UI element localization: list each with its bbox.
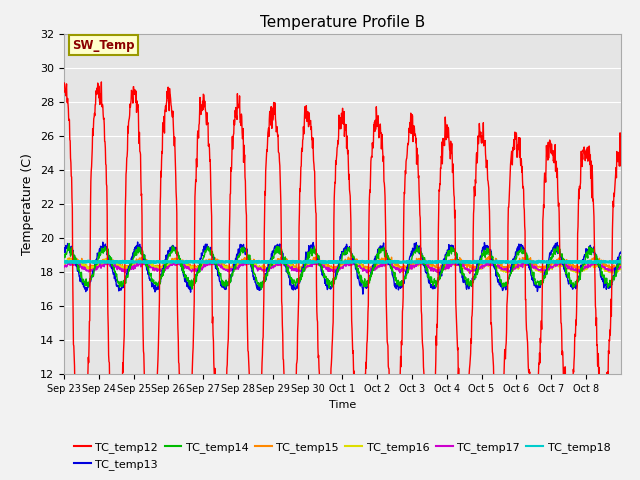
Text: SW_Temp: SW_Temp	[72, 39, 135, 52]
Title: Temperature Profile B: Temperature Profile B	[260, 15, 425, 30]
Legend: TC_temp12, TC_temp13, TC_temp14, TC_temp15, TC_temp16, TC_temp17, TC_temp18: TC_temp12, TC_temp13, TC_temp14, TC_temp…	[70, 438, 614, 474]
Y-axis label: Temperature (C): Temperature (C)	[22, 153, 35, 255]
X-axis label: Time: Time	[329, 400, 356, 409]
